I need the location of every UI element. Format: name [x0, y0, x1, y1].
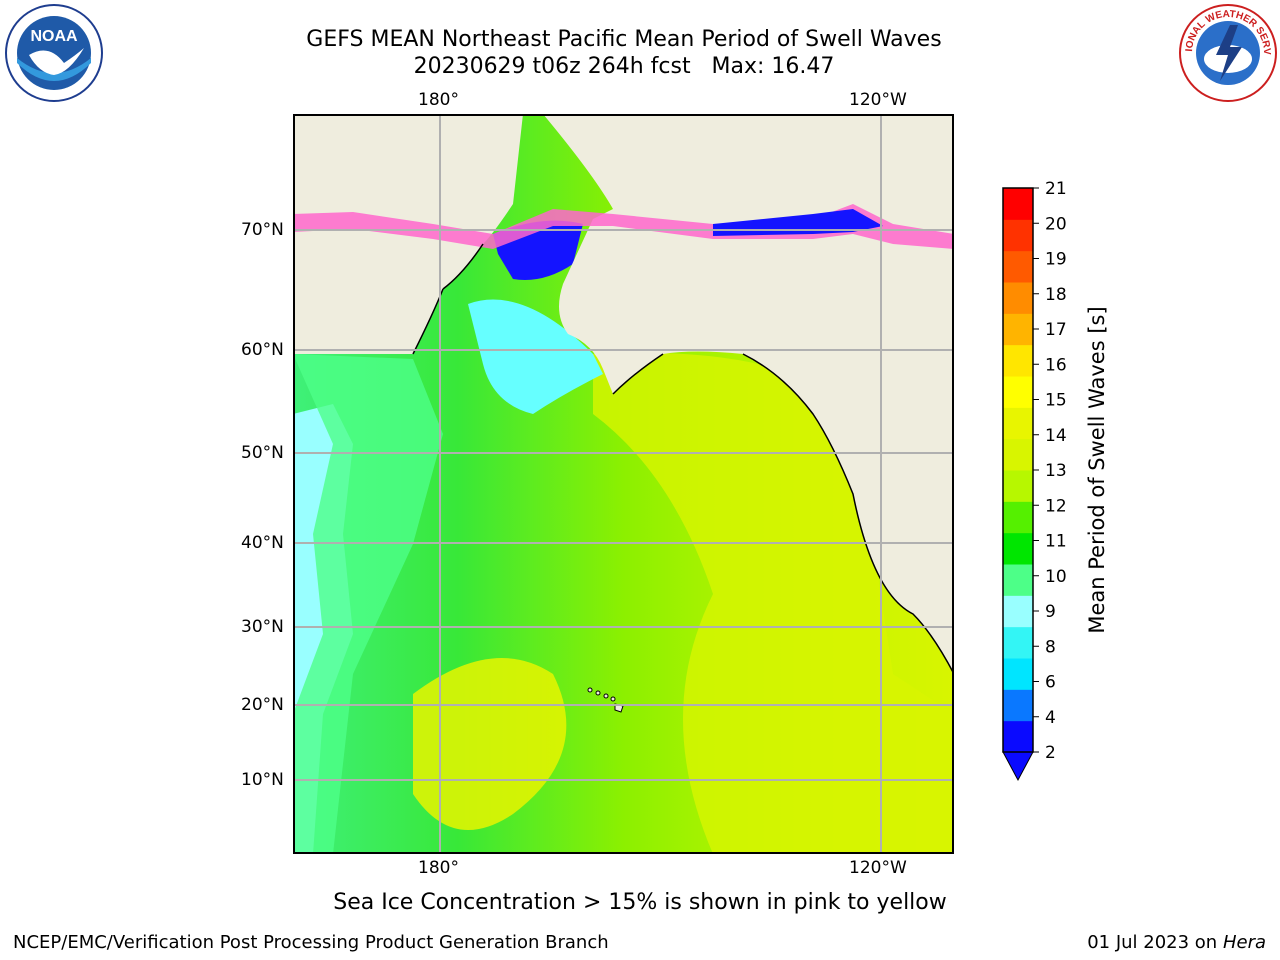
colorbar-segment [1003, 658, 1033, 690]
lat-label-20n: 20°N [241, 695, 284, 715]
colorbar-tick-label: 14 [1045, 426, 1067, 446]
colorbar-tick-label: 19 [1045, 250, 1067, 270]
chart-subtitle: 20230629 t06z 264h fcst Max: 16.47 [413, 54, 835, 79]
lat-label-70n: 70°N [241, 220, 284, 240]
colorbar-label: Mean Period of Swell Waves [s] [1085, 306, 1109, 634]
colorbar-segment [1003, 376, 1033, 408]
lat-label-60n: 60°N [241, 340, 284, 360]
lon-label-bottom-180: 180° [418, 858, 459, 878]
bering-sea [468, 299, 603, 414]
colorbar-tick-label: 12 [1045, 496, 1067, 516]
colorbar-tick-label: 16 [1045, 355, 1067, 375]
nws-logo: NATIONAL WEATHER SERVICE [1178, 3, 1277, 102]
map-border [293, 114, 954, 854]
ocean-mid-period-west [293, 354, 443, 854]
colorbar-segment [1003, 532, 1033, 565]
lat-label-30n: 30°N [241, 617, 284, 637]
colorbar-segment [1003, 344, 1033, 377]
colorbar-segment [1003, 626, 1033, 659]
colorbar-tick-label: 13 [1045, 461, 1067, 481]
colorbar-segment [1003, 313, 1033, 346]
colorbar-segment [1003, 250, 1033, 283]
colorbar-segment [1003, 470, 1033, 502]
colorbar-extend-min [1002, 751, 1034, 782]
lon-label-top-120w: 120°W [849, 90, 907, 110]
colorbar-segment [1003, 595, 1033, 628]
colorbar-tick-label: 17 [1045, 320, 1067, 340]
lat-label-10n: 10°N [241, 770, 284, 790]
colorbar-tick-label: 21 [1045, 180, 1067, 199]
lon-label-top-180: 180° [418, 90, 459, 110]
footer-host: Hera [1222, 932, 1266, 953]
lat-label-50n: 50°N [241, 443, 284, 463]
graticule [293, 114, 954, 854]
sea-ice-arctic [293, 204, 954, 249]
colorbar: 21 20 19 18 17 16 15 14 13 12 11 10 9 8 6 4 2 [1002, 180, 1067, 782]
map-panel [293, 114, 954, 854]
colorbar-segment [1003, 407, 1033, 440]
colorbar-tick-label: 15 [1045, 391, 1067, 411]
lon-label-bottom-120w: 120°W [849, 858, 907, 878]
footer-date-text: 01 Jul 2023 on [1087, 932, 1223, 953]
colorbar-segment [1003, 188, 1033, 220]
colorbar-tick-label: 10 [1045, 567, 1067, 587]
colorbar-segment [1003, 720, 1033, 753]
colorbar-segment [1003, 282, 1033, 314]
colorbar-tick-label: 9 [1045, 602, 1056, 622]
sea-ice-note: Sea Ice Concentration > 15% is shown in … [333, 890, 947, 915]
footer-organization: NCEP/EMC/Verification Post Processing Pr… [13, 932, 609, 953]
colorbar-segment [1003, 689, 1033, 722]
colorbar-segment [1003, 501, 1033, 534]
chart-title: GEFS MEAN Northeast Pacific Mean Period … [306, 27, 942, 52]
coastline-siberia [412, 243, 484, 355]
colorbar-tick-label: 6 [1045, 673, 1056, 693]
colorbar-tick-label: 20 [1045, 214, 1067, 234]
ocean-high-period-east [593, 352, 954, 854]
ocean-high-period-center [413, 658, 567, 830]
colorbar-tick-label: 18 [1045, 285, 1067, 305]
colorbar-segment [1003, 564, 1033, 596]
colorbar-segment [1003, 438, 1033, 471]
colorbar-tick-label: 4 [1045, 708, 1056, 728]
colorbar-tick-label: 2 [1045, 743, 1056, 763]
colorbar-segment [1003, 219, 1033, 252]
noaa-logo: NOAA [5, 4, 103, 102]
footer-date: 01 Jul 2023 on Hera [1087, 932, 1266, 953]
colorbar-tick-label: 8 [1045, 637, 1056, 657]
colorbar-tick-label: 11 [1045, 532, 1067, 552]
coastline-north-america [612, 353, 954, 675]
lat-label-40n: 40°N [241, 533, 284, 553]
noaa-logo-text: NOAA [30, 28, 78, 45]
land-north-america [543, 114, 954, 674]
